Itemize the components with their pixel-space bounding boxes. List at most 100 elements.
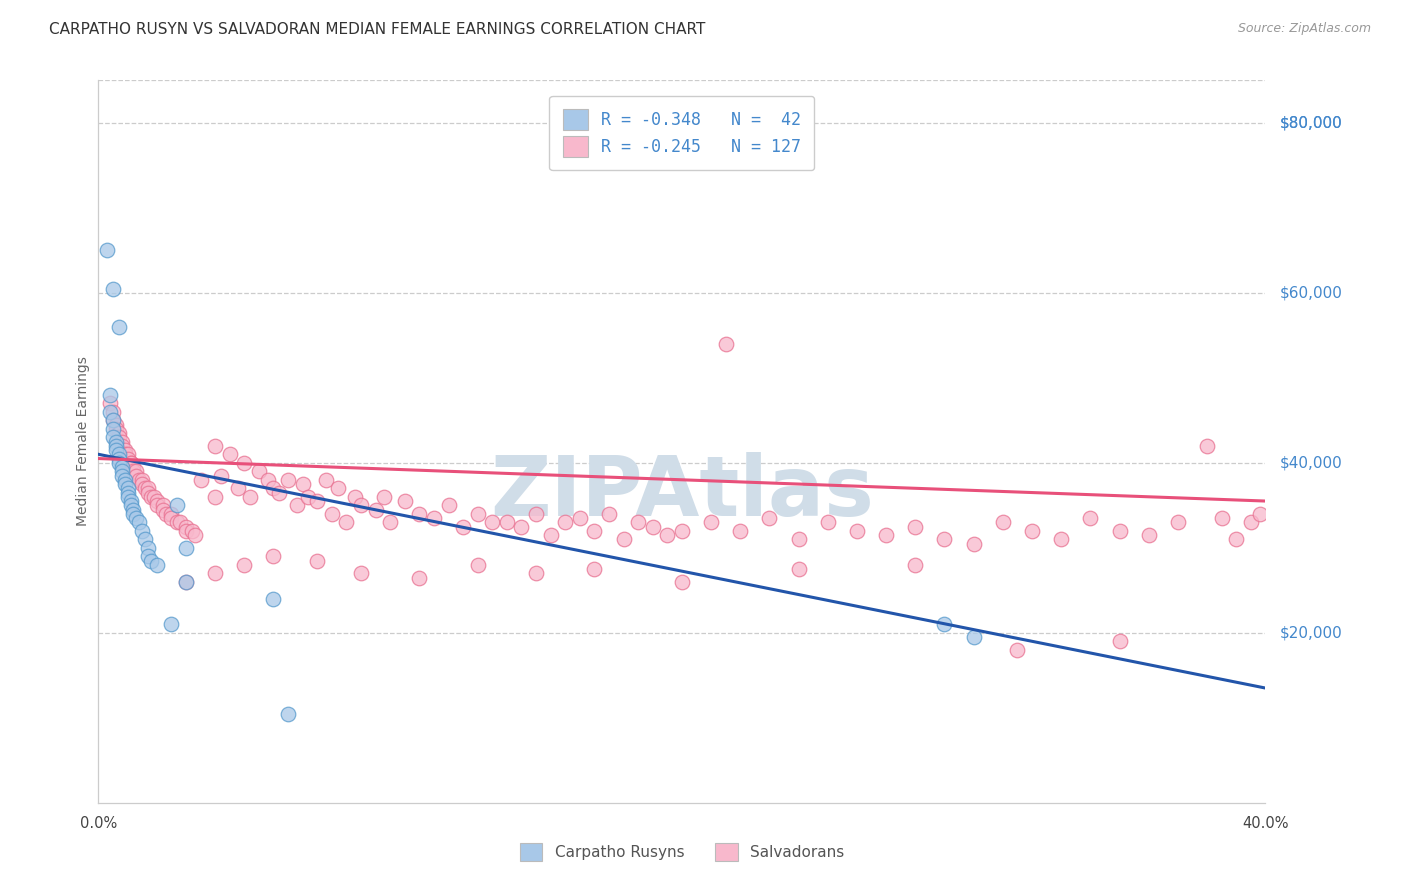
Point — [408, 507, 430, 521]
Point — [262, 481, 284, 495]
Point — [131, 524, 153, 538]
Point — [104, 422, 127, 436]
Point — [117, 485, 139, 500]
Point — [136, 541, 159, 555]
Point — [131, 473, 153, 487]
Point — [269, 485, 291, 500]
Point — [524, 507, 547, 521]
Point — [307, 494, 329, 508]
Point — [146, 494, 169, 508]
Point — [131, 477, 153, 491]
Point — [209, 468, 232, 483]
Point — [174, 574, 197, 589]
Point — [146, 558, 169, 572]
Point — [111, 434, 134, 449]
Text: $60,000: $60,000 — [1279, 285, 1343, 301]
Point — [467, 558, 489, 572]
Point — [540, 528, 562, 542]
Point — [437, 498, 460, 512]
Point — [204, 566, 226, 581]
Point — [104, 417, 127, 432]
Point — [101, 405, 124, 419]
Point — [277, 706, 299, 721]
Point — [183, 528, 205, 542]
Point — [125, 511, 148, 525]
Point — [120, 456, 142, 470]
Point — [247, 464, 270, 478]
Point — [98, 396, 121, 410]
Point — [1167, 516, 1189, 530]
Point — [174, 574, 197, 589]
Point — [111, 468, 134, 483]
Point — [1137, 528, 1160, 542]
Point — [787, 562, 810, 576]
Point — [160, 511, 183, 525]
Point — [98, 388, 121, 402]
Point — [583, 524, 606, 538]
Point — [169, 516, 191, 530]
Point — [817, 516, 839, 530]
Point — [568, 511, 591, 525]
Point — [934, 617, 956, 632]
Point — [136, 549, 159, 564]
Point — [1195, 439, 1218, 453]
Point — [598, 507, 620, 521]
Point — [350, 498, 373, 512]
Point — [166, 516, 188, 530]
Point — [101, 413, 124, 427]
Point — [875, 528, 897, 542]
Point — [190, 473, 212, 487]
Point — [394, 494, 416, 508]
Point — [350, 566, 373, 581]
Point — [108, 451, 131, 466]
Point — [128, 473, 150, 487]
Point — [315, 473, 337, 487]
Point — [1080, 511, 1102, 525]
Point — [344, 490, 367, 504]
Point — [700, 516, 723, 530]
Legend: Carpatho Rusyns, Salvadorans: Carpatho Rusyns, Salvadorans — [513, 837, 851, 867]
Point — [321, 507, 343, 521]
Point — [233, 558, 256, 572]
Point — [524, 566, 547, 581]
Point — [139, 490, 162, 504]
Point — [423, 511, 446, 525]
Point — [904, 558, 927, 572]
Point — [1108, 524, 1130, 538]
Point — [291, 477, 314, 491]
Point — [1211, 511, 1233, 525]
Point — [136, 481, 159, 495]
Point — [364, 502, 387, 516]
Point — [128, 516, 150, 530]
Point — [117, 451, 139, 466]
Point — [1225, 533, 1247, 547]
Point — [285, 498, 308, 512]
Point — [101, 430, 124, 444]
Point — [991, 516, 1014, 530]
Point — [120, 456, 142, 470]
Point — [1050, 533, 1073, 547]
Point — [120, 494, 142, 508]
Point — [101, 422, 124, 436]
Point — [335, 516, 357, 530]
Point — [256, 473, 278, 487]
Point — [111, 464, 134, 478]
Point — [758, 511, 780, 525]
Point — [297, 490, 319, 504]
Point — [160, 617, 183, 632]
Point — [134, 481, 156, 495]
Point — [152, 502, 174, 516]
Text: $40,000: $40,000 — [1279, 455, 1343, 470]
Point — [108, 319, 131, 334]
Point — [380, 516, 402, 530]
Point — [104, 434, 127, 449]
Point — [104, 443, 127, 458]
Point — [239, 490, 262, 504]
Text: $80,000: $80,000 — [1279, 115, 1343, 130]
Point — [108, 430, 131, 444]
Point — [117, 490, 139, 504]
Point — [98, 405, 121, 419]
Point — [671, 574, 693, 589]
Text: ZIPAtlas: ZIPAtlas — [489, 451, 875, 533]
Point — [1108, 634, 1130, 648]
